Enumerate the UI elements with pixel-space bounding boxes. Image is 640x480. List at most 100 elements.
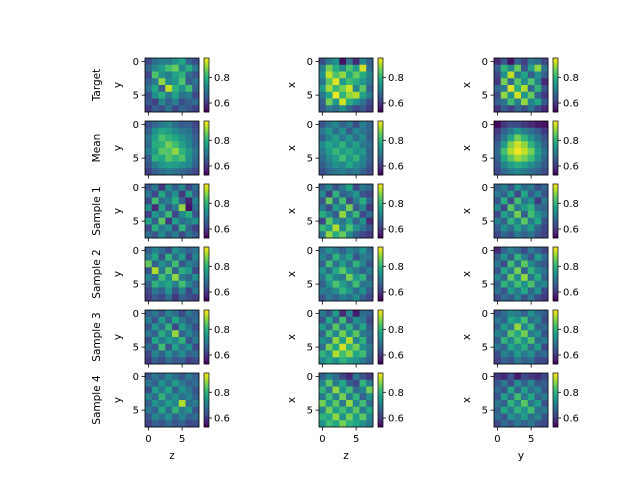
panel-ylabel: x: [286, 334, 298, 340]
colorbar-segment: [553, 359, 558, 362]
heatmap-cell: [145, 357, 153, 365]
heatmap-cell: [541, 168, 549, 176]
heatmap-cell: [521, 105, 529, 113]
colorbar-segment: [378, 298, 383, 301]
colorbar-segment: [204, 99, 209, 102]
colorbar-segment: [378, 405, 383, 408]
heatmap-cell: [514, 168, 522, 176]
colorbar-segment: [378, 152, 383, 154]
heatmap-cell: [178, 184, 186, 192]
colorbar-segment: [204, 70, 209, 72]
colorbar-segment: [204, 107, 209, 110]
heatmap-cell: [500, 64, 508, 72]
colorbar-segment: [204, 374, 209, 377]
heatmap-cell: [332, 121, 340, 129]
colorbar-segment: [204, 395, 209, 398]
colorbar: 0.60.8: [377, 183, 404, 239]
colorbar-segment: [204, 296, 209, 299]
colorbar-segment: [378, 343, 383, 346]
colorbar-segment: [553, 232, 558, 235]
heatmap-cell: [319, 400, 327, 408]
heatmap-cell: [352, 71, 360, 79]
heatmap-cell: [534, 217, 542, 225]
colorbar-segment: [553, 99, 558, 102]
colorbar-segment: [204, 252, 209, 255]
heatmap-cell: [145, 98, 153, 106]
colorbar-segment: [378, 72, 383, 75]
heatmap-cell: [185, 71, 193, 79]
colorbar-segment: [204, 386, 209, 389]
heatmap-cell: [541, 253, 549, 261]
heatmap-cell: [145, 78, 153, 86]
heatmap-cell: [145, 127, 153, 135]
heatmap-cell: [325, 373, 333, 381]
heatmap-cell: [158, 197, 166, 205]
heatmap-cell: [158, 287, 166, 295]
heatmap-cell: [521, 64, 529, 72]
heatmap-cell: [527, 190, 535, 198]
colorbar-segment: [378, 209, 383, 212]
colorbar-segment: [553, 141, 558, 143]
panel-ylabel: x: [461, 145, 473, 151]
heatmap-cell: [185, 287, 193, 295]
heatmap-cell: [346, 148, 354, 156]
heatmap-cell: [319, 78, 327, 86]
heatmap-cell: [145, 71, 153, 79]
heatmap-cell: [172, 197, 180, 205]
colorbar-segment: [378, 318, 383, 320]
colorbar: 0.60.8: [377, 372, 404, 428]
colorbar-segment: [204, 405, 209, 408]
x-tick-label: 5: [528, 434, 534, 445]
heatmap-cell: [521, 420, 529, 428]
colorbar: 0.60.8: [203, 120, 230, 176]
heatmap-cell: [527, 373, 535, 381]
colorbar-segment: [553, 292, 558, 295]
heatmap-cell: [339, 231, 347, 239]
colorbar-segment: [553, 290, 558, 292]
y-tick-label: 5: [133, 343, 139, 354]
panel-ylabel: x: [461, 208, 473, 214]
heatmap-cell: [527, 161, 535, 169]
heatmap-cell: [178, 154, 186, 162]
heatmap-cell: [178, 323, 186, 331]
colorbar-tick-label: 0.6: [563, 414, 579, 425]
heatmap-cell: [339, 316, 347, 324]
heatmap-cell: [366, 64, 374, 72]
heatmap-cell: [500, 260, 508, 268]
colorbar-segment: [204, 169, 209, 172]
heatmap-cell: [541, 406, 549, 414]
colorbar-segment: [378, 141, 383, 143]
y-tick-label: 5: [133, 154, 139, 165]
colorbar-segment: [378, 334, 383, 337]
heatmap-cell: [507, 420, 515, 428]
y-tick-label: 5: [133, 91, 139, 102]
heatmap-cell: [507, 400, 515, 408]
heatmap-cell: [359, 330, 367, 338]
colorbar-segment: [204, 334, 209, 337]
panel-xlabel: z: [343, 450, 349, 462]
colorbar-segment: [378, 89, 383, 91]
colorbar-segment: [553, 331, 558, 334]
heatmap-cell: [145, 168, 153, 176]
colorbar-segment: [204, 409, 209, 412]
heatmap-cell: [527, 386, 535, 394]
heatmap-cell: [178, 330, 186, 338]
colorbar-segment: [553, 196, 558, 198]
heatmap-cell: [534, 247, 542, 255]
heatmap-cell: [541, 373, 549, 381]
colorbar-segment: [378, 173, 383, 176]
colorbar-segment: [553, 347, 558, 350]
heatmap-cell: [319, 350, 327, 358]
heatmap-cell: [366, 184, 374, 192]
colorbar-segment: [553, 154, 558, 157]
colorbar-segment: [553, 188, 558, 190]
colorbar-segment: [204, 349, 209, 351]
heatmap-cell: [339, 85, 347, 93]
heatmap-cell: [366, 379, 374, 387]
heatmap-cell: [319, 357, 327, 365]
colorbar-segment: [378, 83, 383, 86]
heatmap-cell: [151, 231, 159, 239]
heatmap-cell: [507, 134, 515, 142]
colorbar-segment: [378, 312, 383, 315]
colorbar-segment: [553, 374, 558, 377]
